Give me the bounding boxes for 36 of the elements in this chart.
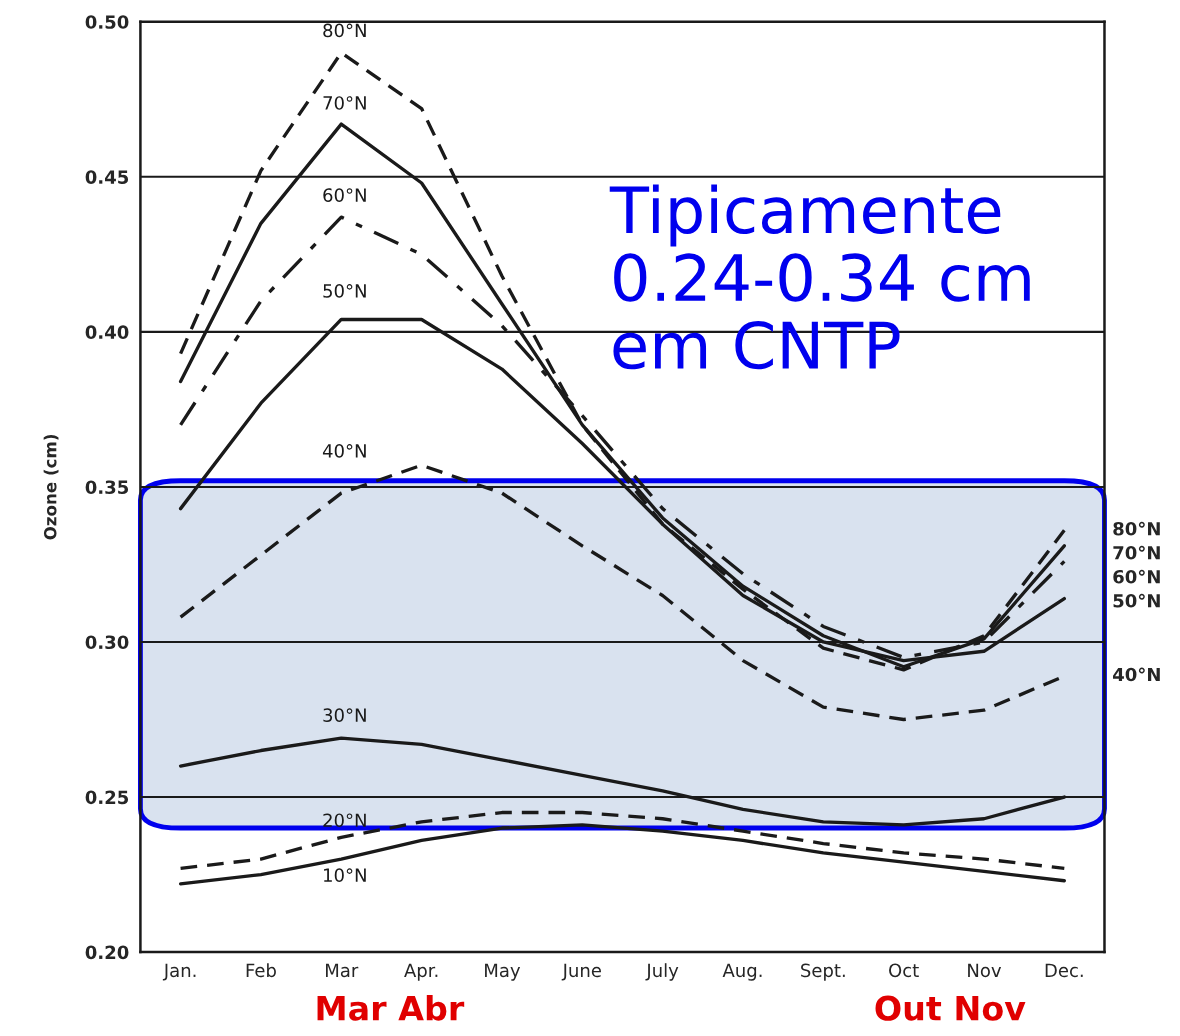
annotation: 80°N [323, 23, 366, 38]
text: Out Nov [875, 995, 1026, 1021]
annotation: Tipicamente 0.24-0.34 cm em CNTP [609, 184, 1030, 370]
y-tick-label: 0.35 [85, 480, 129, 495]
annotation: 50°N [323, 284, 366, 298]
y-tick-label: 0.20 [85, 945, 129, 960]
y-tick-label: 0.40 [85, 325, 129, 339]
x-tick-label: Mar [326, 963, 359, 978]
annotation: 70°N [323, 96, 366, 110]
x-tick-label: Apr. [404, 963, 438, 981]
y-tick-label: 0.45 [85, 170, 129, 184]
text: 50°N [1113, 593, 1160, 608]
annotation: 10°N [324, 868, 366, 882]
annotation: 40°N [322, 444, 366, 458]
text: Mar Abr [317, 995, 465, 1021]
text: 70°N [1113, 545, 1160, 560]
x-tick-label: June [561, 963, 601, 981]
x-tick-label: Feb [246, 963, 276, 978]
x-tick-label: Nov [968, 963, 1002, 978]
y-axis-title: Ozone (cm) [43, 434, 59, 540]
text: 60°N [1113, 569, 1160, 584]
x-tick-label: Oct [889, 963, 919, 978]
annotation: 30°N [323, 708, 366, 722]
x-tick-label: Aug. [722, 963, 762, 981]
x-tick-label: Jan. [162, 963, 196, 981]
x-tick-label: Sept. [801, 963, 845, 981]
annotation: 60°N [323, 188, 366, 202]
text: 80°N [1113, 521, 1160, 536]
x-tick-label: Dec. [1045, 963, 1083, 978]
y-tick-label: 0.30 [85, 635, 129, 650]
y-tick-label: 0.25 [85, 790, 129, 805]
text: 40°N [1113, 667, 1160, 682]
annotation: 20°N [323, 813, 366, 828]
x-tick-label: May [485, 963, 521, 981]
x-tick-label: July [645, 963, 679, 981]
y-tick-label: 0.50 [85, 15, 129, 29]
